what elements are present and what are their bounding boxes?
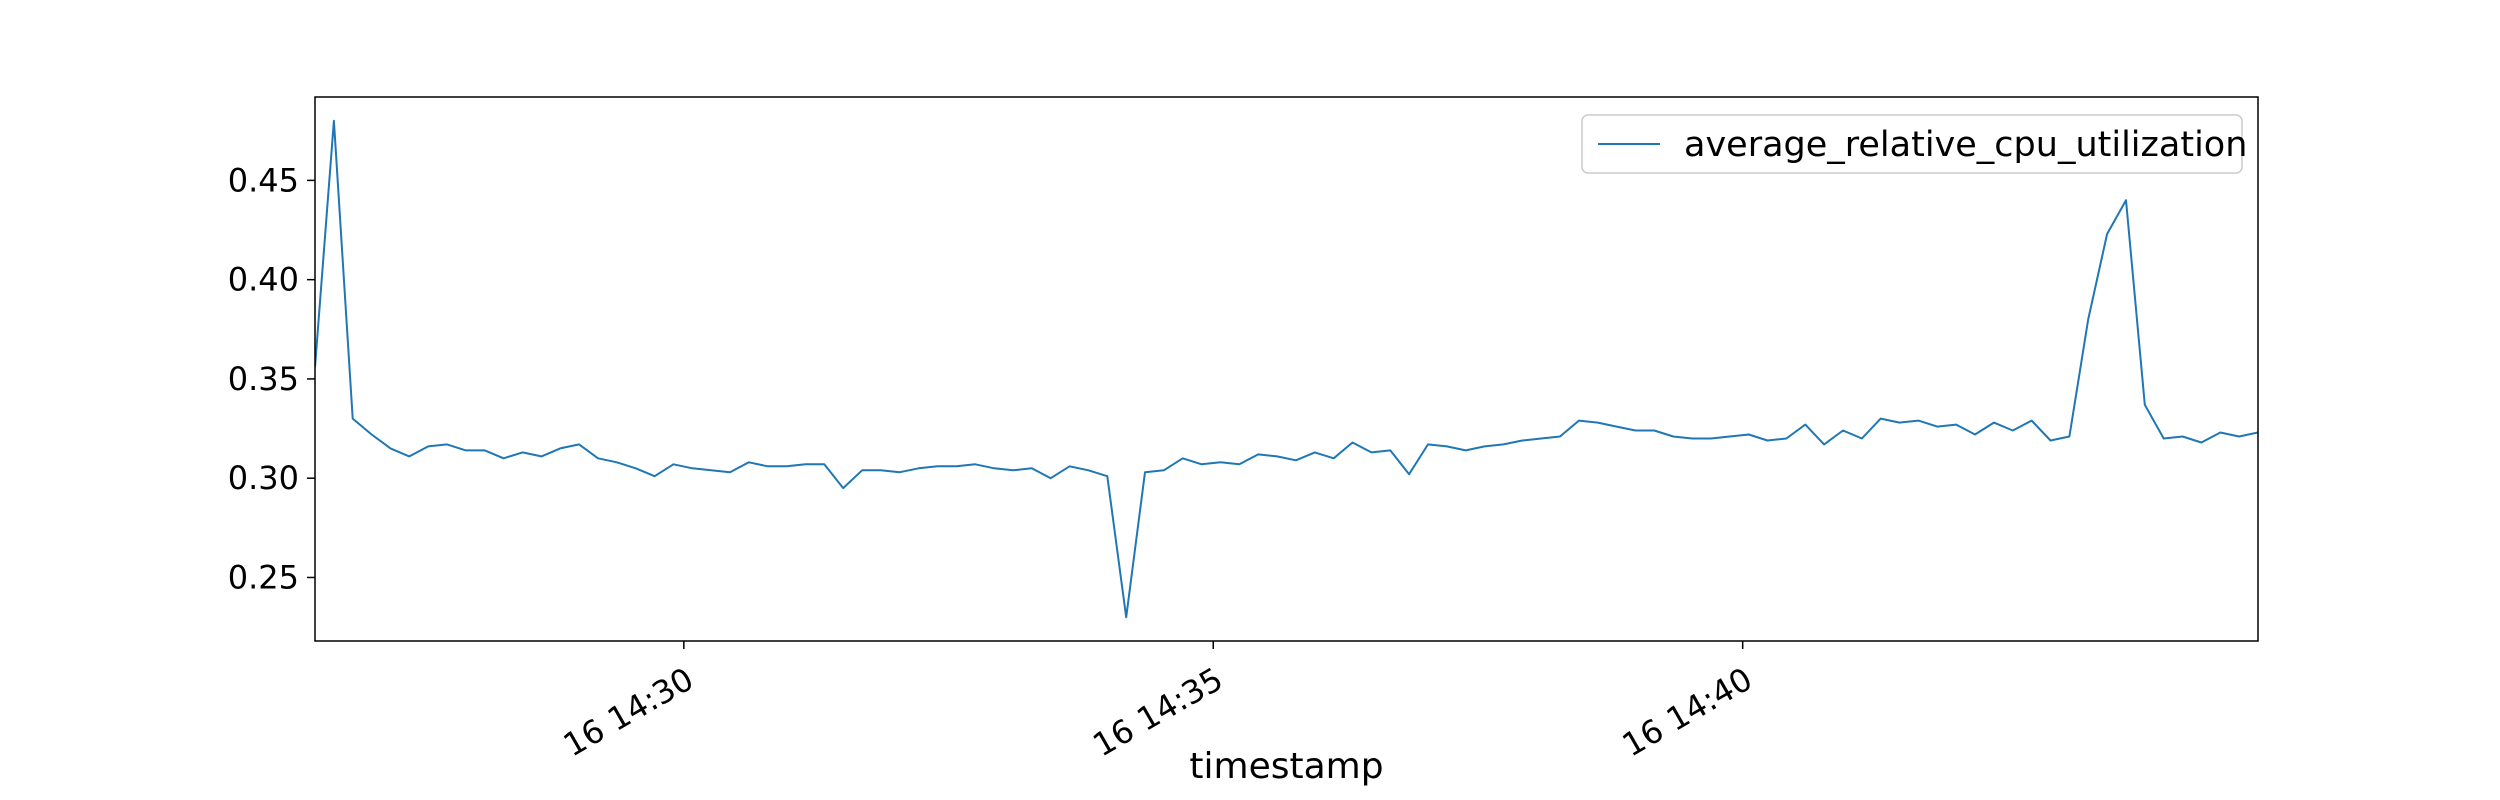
y-tick-label: 0.25 [228, 558, 299, 596]
y-tick-label: 0.45 [228, 161, 299, 199]
plot-frame [314, 96, 2259, 642]
y-tick-label: 0.30 [228, 459, 299, 497]
y-axis: 0.25 0.30 0.35 0.40 0.45 [228, 161, 315, 596]
x-tick-label: 16 14:30 [557, 660, 700, 764]
legend-box [1581, 114, 2243, 174]
plot-area [315, 119, 2258, 619]
x-axis-title: timestamp [1189, 746, 1383, 787]
y-tick-label: 0.35 [228, 360, 299, 398]
y-tick-label: 0.40 [228, 261, 299, 299]
legend: average_relative_cpu_utilization [1581, 114, 2247, 174]
x-axis: 16 14:30 16 14:35 16 14:40 [557, 641, 1759, 764]
legend-label: average_relative_cpu_utilization [1684, 125, 2247, 165]
x-tick-label: 16 14:40 [1616, 660, 1759, 764]
series-line-0 [315, 119, 2258, 619]
